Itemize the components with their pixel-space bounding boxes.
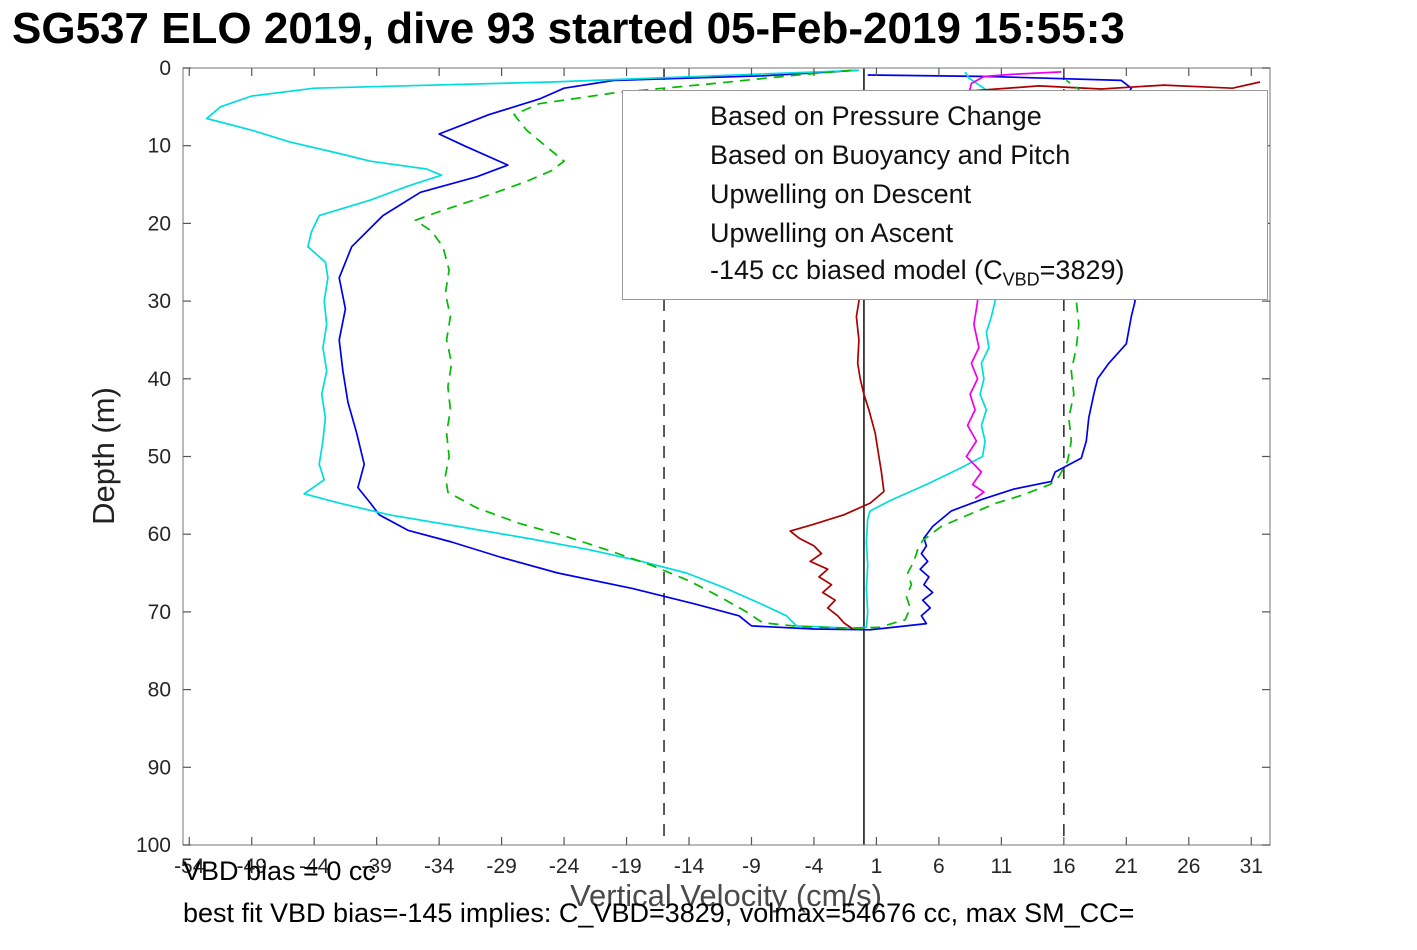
- y-tick-label: 0: [159, 57, 171, 80]
- y-tick-label: 70: [148, 601, 171, 624]
- x-tick-label: -9: [742, 855, 761, 878]
- figure-title: SG537 ELO 2019, dive 93 started 05-Feb-2…: [12, 4, 1125, 53]
- y-axis-label: Depth (m): [86, 387, 121, 525]
- x-tick-label: -24: [549, 855, 580, 878]
- x-tick-label: -54: [174, 855, 205, 878]
- x-tick-label: -19: [611, 855, 641, 878]
- legend-item-label: Upwelling on Ascent: [710, 218, 954, 248]
- legend-item-label: Based on Buoyancy and Pitch: [710, 140, 1071, 170]
- x-tick-label: 21: [1115, 855, 1138, 878]
- x-tick-label: 11: [990, 855, 1012, 878]
- x-tick-label: -4: [805, 855, 824, 878]
- legend-item-biased-model: -145 cc biased model (CVBD=3829): [633, 253, 1267, 292]
- legend-item-buoyancy-pitch: Based on Buoyancy and Pitch: [633, 136, 1267, 175]
- x-tick-label: 16: [1052, 855, 1075, 878]
- x-axis-label: Vertical Velocity (cm/s): [570, 878, 882, 913]
- y-tick-label: 50: [148, 446, 171, 469]
- x-tick-label: 31: [1240, 855, 1263, 878]
- best-fit-annotation: best fit VBD bias=-145 implies: C_VBD=38…: [183, 898, 1135, 928]
- series-line: [414, 69, 1086, 630]
- legend: Based on Pressure Change Based on Buoyan…: [622, 90, 1268, 300]
- y-tick-label: 60: [148, 523, 171, 546]
- y-tick-label: 20: [148, 212, 171, 235]
- series-line: [205, 69, 1003, 630]
- y-tick-label: 10: [148, 135, 171, 158]
- y-tick-label: 100: [136, 834, 171, 857]
- y-tick-label: 80: [148, 679, 171, 702]
- y-tick-label: 30: [148, 290, 171, 313]
- y-tick-label: 40: [148, 368, 171, 391]
- vbd-bias-annotation: VBD bias = 0 cc: [183, 856, 376, 886]
- x-tick-label: 6: [933, 855, 945, 878]
- legend-item-upwelling-descent: Upwelling on Descent: [633, 175, 1267, 214]
- legend-item-label: Based on Pressure Change: [710, 101, 1042, 131]
- legend-item-pressure-change: Based on Pressure Change: [633, 97, 1267, 136]
- x-tick-label: -14: [674, 855, 705, 878]
- legend-item-label: -145 cc biased model (CVBD=3829): [710, 254, 1125, 290]
- x-tick-label: -39: [361, 855, 391, 878]
- x-tick-label: -44: [299, 855, 330, 878]
- x-tick-label: -34: [424, 855, 455, 878]
- x-tick-label: 1: [871, 855, 883, 878]
- x-tick-label: 26: [1177, 855, 1200, 878]
- x-tick-label: -29: [486, 855, 516, 878]
- legend-item-upwelling-ascent: Upwelling on Ascent: [633, 214, 1267, 253]
- x-tick-label: -49: [237, 855, 267, 878]
- legend-item-label: Upwelling on Descent: [710, 179, 972, 209]
- y-tick-label: 90: [148, 756, 171, 779]
